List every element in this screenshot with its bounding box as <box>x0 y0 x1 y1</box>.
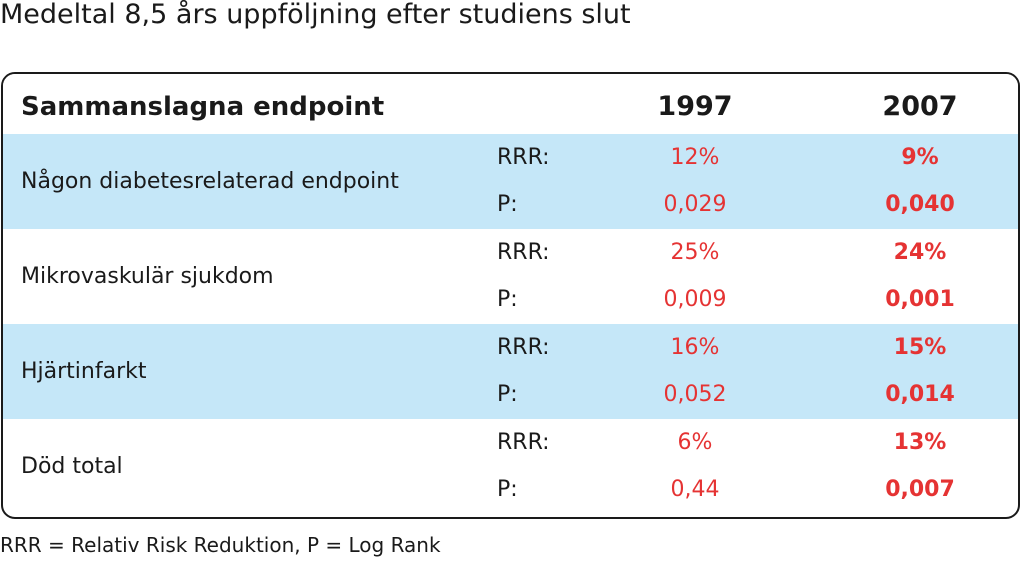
value-1997: 0,029 <box>663 192 727 217</box>
table-row: RRR: 6% 13% <box>3 419 1018 466</box>
footnote: RRR = Relativ Risk Reduktion, P = Log Ra… <box>0 533 441 557</box>
value-2007: 0,014 <box>885 382 955 407</box>
value-2007: 13% <box>893 430 947 455</box>
value-2007: 15% <box>893 335 947 360</box>
metric-label: P: <box>497 382 518 407</box>
value-2007: 24% <box>893 240 947 265</box>
table-row: P: 0,029 0,040 <box>3 181 1018 228</box>
value-2007: 0,001 <box>885 287 955 312</box>
value-1997: 6% <box>677 430 713 455</box>
value-2007: 0,040 <box>885 192 955 217</box>
header-year-2007: 2007 <box>882 91 958 122</box>
endpoint-group: Död total RRR: 6% 13% P: 0,44 0,007 <box>3 419 1018 514</box>
endpoint-label: Någon diabetesrelaterad endpoint <box>21 169 399 194</box>
header-label: Sammanslagna endpoint <box>21 92 385 122</box>
table-row: P: 0,009 0,001 <box>3 276 1018 323</box>
value-2007: 0,007 <box>885 477 955 502</box>
metric-label: P: <box>497 192 518 217</box>
endpoint-group: Mikrovaskulär sjukdom RRR: 25% 24% P: 0,… <box>3 229 1018 324</box>
value-1997: 0,44 <box>670 477 720 502</box>
table-row: P: 0,44 0,007 <box>3 466 1018 513</box>
metric-label: P: <box>497 287 518 312</box>
metric-label: P: <box>497 477 518 502</box>
table-row: P: 0,052 0,014 <box>3 371 1018 418</box>
table-row: RRR: 16% 15% <box>3 324 1018 371</box>
table-row: RRR: 25% 24% <box>3 229 1018 276</box>
endpoint-label: Mikrovaskulär sjukdom <box>21 264 274 289</box>
value-1997: 25% <box>670 240 720 265</box>
endpoint-group: Hjärtinfarkt RRR: 16% 15% P: 0,052 0,014 <box>3 324 1018 419</box>
value-1997: 16% <box>670 335 720 360</box>
metric-label: RRR: <box>497 240 550 265</box>
page-title: Medeltal 8,5 års uppföljning efter studi… <box>0 0 631 30</box>
results-table: Sammanslagna endpoint 1997 2007 Någon di… <box>1 72 1020 519</box>
endpoint-label: Död total <box>21 454 123 479</box>
metric-label: RRR: <box>497 430 550 455</box>
endpoint-group: Någon diabetesrelaterad endpoint RRR: 12… <box>3 134 1018 229</box>
metric-label: RRR: <box>497 145 550 170</box>
value-2007: 9% <box>901 145 939 170</box>
endpoint-label: Hjärtinfarkt <box>21 359 147 384</box>
metric-label: RRR: <box>497 335 550 360</box>
value-1997: 12% <box>670 145 720 170</box>
value-1997: 0,052 <box>663 382 727 407</box>
table-header-row: Sammanslagna endpoint 1997 2007 <box>3 74 1018 134</box>
table-row: RRR: 12% 9% <box>3 134 1018 181</box>
value-1997: 0,009 <box>663 287 727 312</box>
header-year-1997: 1997 <box>657 91 733 122</box>
